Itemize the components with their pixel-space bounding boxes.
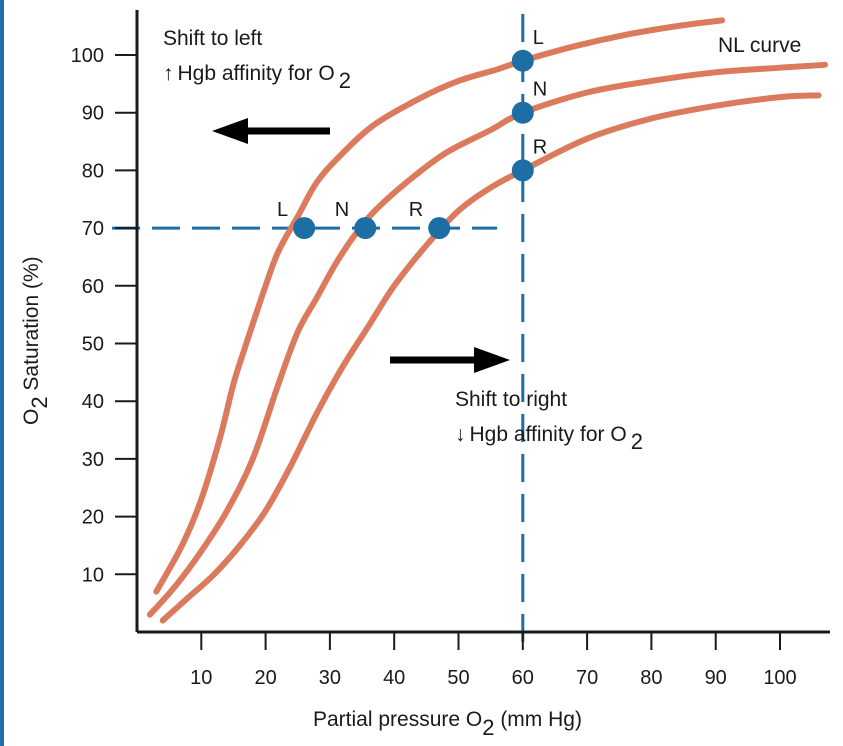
x-tick-label: 30 (319, 667, 341, 689)
x-tick-label: 40 (383, 667, 405, 689)
x-tick-label: 70 (576, 667, 598, 689)
point-label: R (533, 136, 547, 158)
x-tick-label: 90 (705, 667, 727, 689)
point-r-5 (511, 159, 534, 182)
y-tick-label: 60 (82, 276, 104, 298)
down-arrow-icon: ↓ (455, 423, 466, 446)
left-shift-arrow (212, 118, 330, 144)
y-tick-label: 30 (82, 449, 104, 471)
point-n-1 (354, 217, 377, 240)
y-tick-label: 50 (82, 334, 104, 356)
shift-right-title: Shift to right (455, 388, 567, 411)
point-label: R (409, 199, 423, 221)
x-axis-title: Partial pressure O2 (mm Hg) (313, 708, 582, 740)
point-label: N (533, 79, 547, 101)
point-label: L (277, 199, 288, 221)
point-label: N (335, 199, 349, 221)
point-l-3 (511, 49, 534, 72)
x-tick-label: 100 (763, 667, 796, 689)
right-shift-arrow (390, 347, 510, 373)
x-tick-label: 10 (190, 667, 212, 689)
y-tick-label: 80 (82, 160, 104, 182)
up-arrow-icon: ↑ (163, 62, 174, 85)
point-n-4 (511, 101, 534, 124)
point-l-0 (293, 217, 316, 240)
points-group: L N R L N R (277, 27, 547, 240)
y-tick-label: 100 (71, 45, 104, 67)
shift-left-title: Shift to left (163, 27, 262, 50)
y-tick-label: 20 (82, 507, 104, 529)
point-r-2 (428, 217, 451, 240)
curve-right (159, 92, 822, 624)
x-tick-label: 80 (640, 667, 662, 689)
left-border-bar (0, 0, 4, 746)
y-axis-title: O2 Saturation (%) (20, 256, 52, 425)
nl-curve-label: NL curve (718, 34, 801, 57)
curves-group (146, 17, 829, 624)
y-tick-label: 10 (82, 564, 104, 586)
curve-left (153, 17, 726, 595)
point-label: L (533, 27, 544, 49)
axes-group: 10 20 30 40 50 60 70 80 90 100 10 20 30 40 50 60 70 80 90 1… (71, 10, 830, 689)
reference-lines (112, 10, 525, 642)
y-tick-label: 70 (82, 218, 104, 240)
x-tick-label: 50 (447, 667, 469, 689)
y-tick-label: 40 (82, 391, 104, 413)
x-tick-label: 20 (254, 667, 276, 689)
y-tick-label: 90 (82, 103, 104, 125)
x-tick-label: 60 (512, 667, 534, 689)
